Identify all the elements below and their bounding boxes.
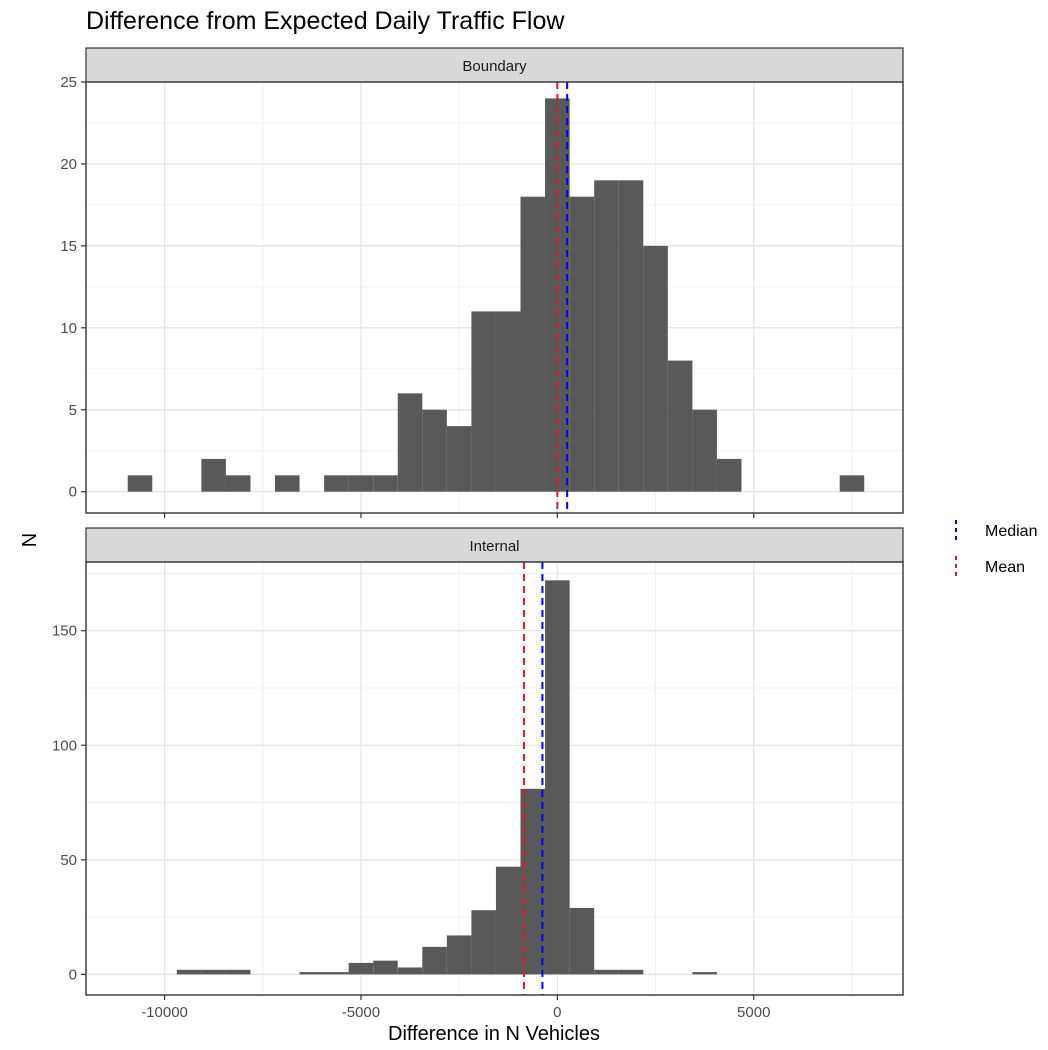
histogram-bar (348, 962, 374, 975)
panel-border (85, 81, 904, 514)
histogram-bar (569, 196, 595, 492)
histogram-bar (225, 969, 251, 975)
facet-strip (85, 47, 904, 83)
histogram-bar (618, 180, 644, 492)
facet-strip-label: Boundary (462, 58, 527, 75)
x-axis-title: Difference in N Vehicles (388, 1023, 600, 1045)
histogram-bar (594, 180, 619, 492)
histogram-bar (839, 475, 865, 492)
histogram-bar (127, 475, 153, 492)
histogram-bar (373, 960, 398, 975)
histogram-bar (569, 907, 595, 975)
histogram-bar (299, 972, 325, 975)
histogram-bar (643, 245, 668, 492)
panel-border (85, 561, 904, 996)
panel-internal: Internal 0 50 100 150 -10000 -5000 0 5000 (52, 527, 904, 1021)
histogram-bar (373, 475, 398, 492)
histogram-bar (692, 972, 717, 975)
legend-label: Median (985, 523, 1037, 540)
x-tick-label: 0 (553, 1004, 561, 1021)
histogram-bar (201, 969, 226, 975)
y-tick-label: 100 (52, 737, 77, 754)
legend: Median Mean (955, 520, 1037, 576)
x-tick-label: 5000 (737, 1004, 770, 1021)
histogram-bar (225, 475, 251, 492)
y-axis-title: N (19, 533, 41, 547)
histogram-bar (397, 393, 423, 492)
histogram-bar (495, 866, 521, 975)
y-tick-label: 5 (69, 402, 77, 419)
histogram-bar (201, 458, 226, 492)
legend-item-mean: Mean (955, 556, 1025, 576)
histogram-bar (545, 98, 570, 492)
facet-panels: Boundary 0 5 10 15 20 25 Internal 0 50 100 150 -1000… (52, 47, 904, 1021)
histogram-bar (176, 969, 202, 975)
chart-title: Difference from Expected Daily Traffic F… (86, 7, 565, 35)
y-tick-label: 20 (60, 156, 77, 173)
y-tick-label: 15 (60, 238, 77, 255)
legend-label: Mean (985, 559, 1025, 576)
histogram-bar (618, 969, 644, 975)
histogram-bar (348, 475, 374, 492)
facet-strip-label: Internal (469, 538, 519, 555)
legend-item-median: Median (955, 520, 1037, 540)
histogram-bar (495, 311, 521, 492)
histogram-bar (275, 475, 300, 492)
histogram-bar (716, 458, 742, 492)
y-tick-label: 150 (52, 623, 77, 640)
histogram-bar (324, 475, 349, 492)
y-tick-label: 10 (60, 320, 77, 337)
histogram-bar (471, 910, 496, 975)
histogram-bar (397, 967, 423, 975)
panel-boundary: Boundary 0 5 10 15 20 25 (60, 47, 904, 518)
y-tick-label: 0 (69, 966, 77, 983)
y-tick-label: 0 (69, 484, 77, 501)
histogram-bar (471, 311, 496, 492)
histogram-bar (692, 409, 717, 492)
histogram-bar (422, 409, 447, 492)
histogram-bar (446, 935, 472, 975)
histogram-bar (324, 972, 349, 975)
histogram-bar (446, 426, 472, 492)
histogram-bar (422, 946, 447, 975)
x-tick-label: -10000 (141, 1004, 188, 1021)
x-tick-label: -5000 (342, 1004, 380, 1021)
histogram-bar (545, 580, 570, 975)
y-tick-label: 25 (60, 74, 77, 91)
y-tick-label: 50 (60, 852, 77, 869)
histogram-bar (594, 969, 619, 975)
histogram-bar (667, 360, 693, 492)
histogram-bar (520, 196, 546, 492)
